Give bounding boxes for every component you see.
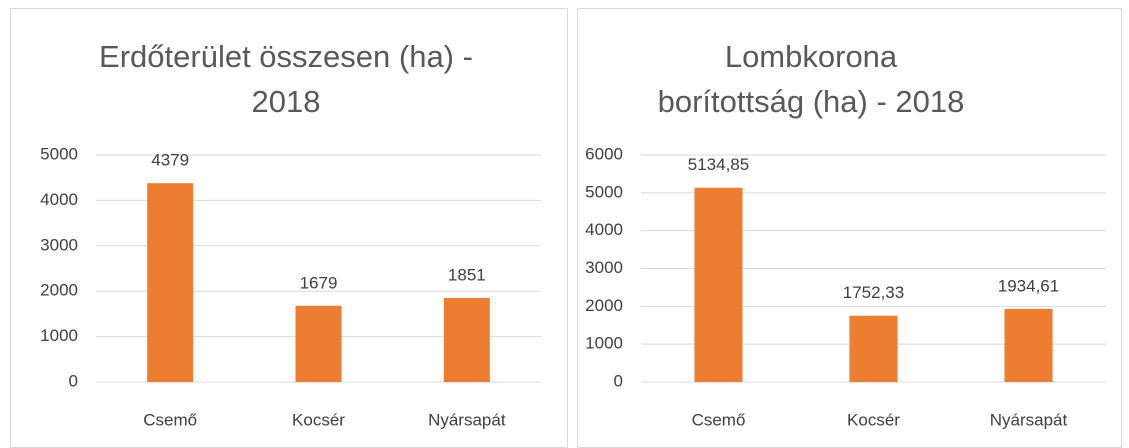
y-tick-label: 2000 — [40, 281, 78, 300]
x-tick-label: Csemő — [143, 410, 197, 429]
bar — [849, 315, 898, 382]
y-tick-label: 6000 — [585, 144, 623, 163]
bar — [443, 297, 490, 382]
data-label: 4379 — [151, 151, 189, 170]
chart-title: Lombkorona borítottság (ha) - 2018 — [657, 39, 965, 119]
y-tick-label: 5000 — [40, 144, 78, 163]
x-tick-label: Kocsér — [847, 410, 900, 429]
x-tick-label: Csemő — [692, 410, 746, 429]
y-tick-label: 1000 — [585, 334, 623, 353]
chart: 0 1000 2000 3000 4000 5000 6000 Csemő 5134,85 Koc… — [585, 144, 1106, 429]
y-tick-label: 4000 — [585, 220, 623, 239]
y-tick-label: 3000 — [585, 258, 623, 277]
chart-title: Erdőterület összesen (ha) - 2018 — [99, 39, 473, 119]
x-tick-label: Kocsér — [292, 410, 345, 429]
bar — [147, 183, 194, 382]
data-label: 1752,33 — [843, 283, 904, 302]
x-tick-label: Nyársapát — [990, 410, 1068, 429]
bar — [694, 187, 743, 382]
y-tick-label: 3000 — [40, 235, 78, 254]
bar — [295, 305, 342, 382]
y-tick-label: 4000 — [40, 190, 78, 209]
bar — [1004, 308, 1053, 382]
page: Erdőterület összesen (ha) - 2018 0 1000 20… — [10, 8, 1122, 448]
y-tick-label: 0 — [614, 371, 623, 390]
chart-panel: Lombkorona borítottság (ha) - 2018 0 1000… — [577, 8, 1122, 448]
y-tick-label: 0 — [69, 371, 78, 390]
chart-panel: Erdőterület összesen (ha) - 2018 0 1000 20… — [10, 8, 568, 448]
y-tick-label: 5000 — [585, 182, 623, 201]
y-tick-label: 1000 — [40, 326, 78, 345]
data-label: 1851 — [448, 265, 486, 284]
data-label: 1679 — [300, 273, 338, 292]
chart: 0 1000 2000 3000 4000 5000 Csemő 4379 Kocsér 1679… — [40, 144, 541, 429]
x-tick-label: Nyársapát — [428, 410, 506, 429]
data-label: 1934,61 — [998, 276, 1059, 295]
data-label: 5134,85 — [688, 155, 749, 174]
y-tick-label: 2000 — [585, 296, 623, 315]
